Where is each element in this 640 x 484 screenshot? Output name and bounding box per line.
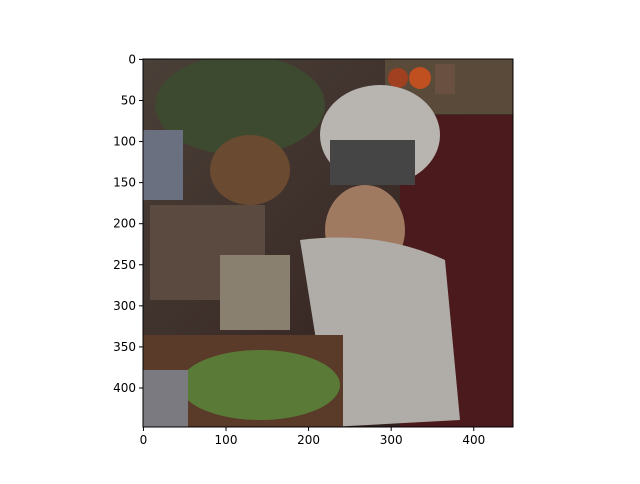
y-tick-label: 350 [113, 340, 136, 354]
y-tick-label: 200 [113, 217, 136, 231]
x-tick-label: 200 [297, 433, 320, 447]
y-tick-label: 150 [113, 176, 136, 190]
y-tick-label: 100 [113, 135, 136, 149]
y-tick-label: 50 [121, 93, 136, 107]
image [143, 59, 513, 427]
x-tick-label: 400 [462, 433, 485, 447]
y-tick-label: 0 [128, 52, 136, 66]
y-tick-label: 400 [113, 381, 136, 395]
axes-frame [142, 58, 514, 428]
x-tick-label: 100 [215, 433, 238, 447]
y-tick-label: 300 [113, 299, 136, 313]
y-tick-label: 250 [113, 258, 136, 272]
x-tick-label: 300 [380, 433, 403, 447]
x-tick-label: 0 [140, 433, 148, 447]
